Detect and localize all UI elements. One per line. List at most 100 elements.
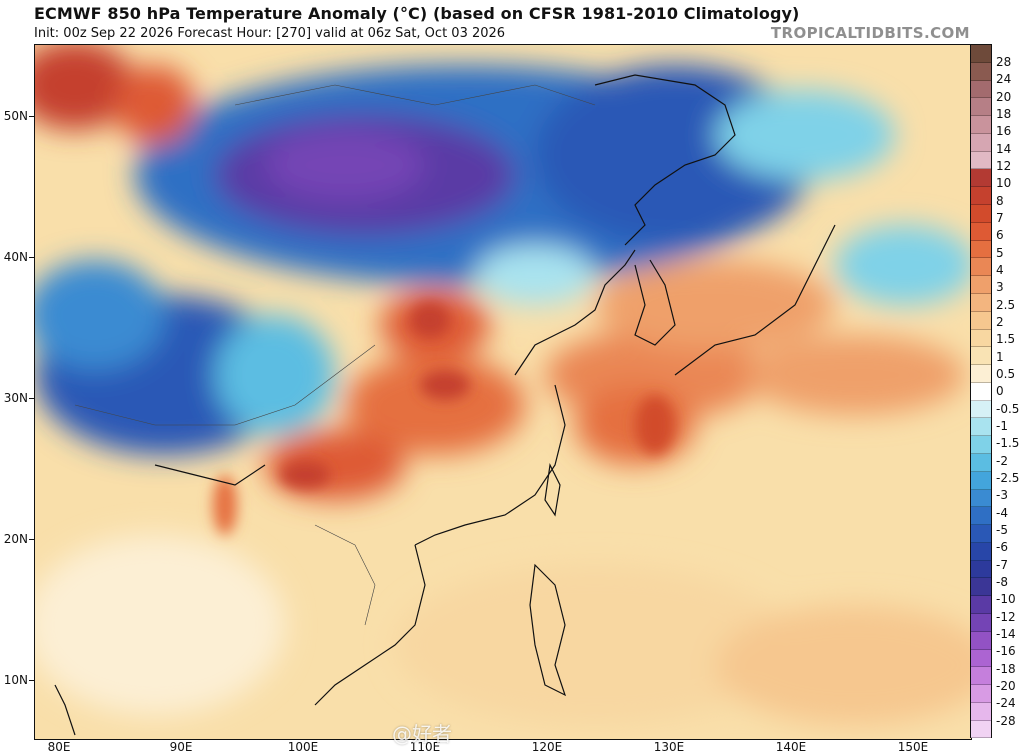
colorbar-tick-label: 1 (996, 349, 1004, 364)
warm-corner (35, 45, 135, 130)
colorbar-tick-label: -20 (996, 679, 1016, 693)
colorbar-swatch (971, 649, 991, 668)
colorbar-swatch (971, 525, 991, 543)
colorbar-tick-label: 10 (996, 176, 1012, 191)
coastline-indochina (314, 544, 426, 706)
colorbar-swatch (971, 205, 991, 223)
colorbar-tick-label: 3 (996, 280, 1004, 295)
lon-label-130e: 130E (653, 740, 685, 754)
colorbar-swatch (971, 98, 991, 117)
colorbar-tick-label: 16 (996, 124, 1012, 139)
colorbar-tick-label: 14 (996, 141, 1012, 156)
coastline-outlines (54, 74, 836, 736)
warm-region (715, 605, 971, 725)
lon-label-90e: 90E (169, 740, 193, 754)
colorbar-tick-label: 0.5 (996, 367, 1016, 381)
coastline-japan (674, 224, 836, 376)
colorbar-swatch (971, 151, 991, 170)
cold-anomaly-west (35, 260, 165, 370)
colorbar-swatch (971, 720, 991, 739)
lon-label-140e: 140E (775, 740, 807, 754)
anomaly-map (34, 44, 972, 740)
colorbar-swatch (971, 382, 991, 401)
lat-label-30n: 30N (3, 391, 28, 405)
warm-peak (213, 475, 237, 535)
colorbar-swatch (971, 187, 991, 206)
map-subtitle: Init: 00z Sep 22 2026 Forecast Hour: [27… (34, 26, 506, 41)
cool-region (715, 90, 895, 180)
colorbar-swatch (971, 258, 991, 277)
coastline-bohai (514, 249, 636, 376)
colorbar-tick-label: -5 (996, 523, 1008, 537)
colorbar-tick-label: -6 (996, 540, 1008, 555)
strong-cold-core (265, 130, 425, 200)
lat-tick (29, 116, 34, 117)
coastline-srilanka (54, 684, 76, 736)
colorbar-tick-label: -7 (996, 557, 1008, 572)
colorbar-tick-label: 18 (996, 107, 1012, 121)
cool-region (215, 315, 335, 435)
warm-region (395, 565, 795, 725)
colorbar-swatch (971, 240, 991, 259)
colorbar-swatch (971, 311, 991, 330)
colorbar-swatch (971, 560, 991, 579)
colorbar-tick-label: 12 (996, 159, 1012, 173)
warm-core (265, 430, 405, 500)
lat-label-50n: 50N (3, 109, 28, 123)
warm-corner (115, 65, 195, 145)
colorbar-swatch (971, 542, 991, 561)
lon-label-110e: 110E (409, 740, 441, 754)
colorbar-tick-label: -16 (996, 644, 1016, 659)
lon-label-120e: 120E (531, 740, 563, 754)
lon-label-100e: 100E (287, 740, 319, 754)
lon-label-150e: 150E (897, 740, 929, 754)
colorbar-tick-label: -24 (996, 696, 1016, 711)
colorbar-swatch (971, 507, 991, 526)
colorbar-tick-label: 5 (996, 245, 1004, 260)
colorbar-swatch (971, 276, 991, 294)
colorbar-swatch (971, 116, 991, 134)
colorbar-swatch (971, 685, 991, 703)
border-mongolia (234, 84, 596, 106)
colorbar-tick-label: 6 (996, 228, 1004, 243)
colorbar-swatch (971, 45, 991, 63)
colorbar-tick-label: 2 (996, 315, 1004, 329)
lat-label-10n: 10N (3, 673, 28, 687)
colorbar-swatch (971, 329, 991, 348)
warm-band (595, 260, 835, 350)
border-laos (314, 524, 376, 626)
cool-region (835, 225, 971, 305)
colorbar-swatch (971, 133, 991, 152)
colorbar-swatch (971, 365, 991, 383)
warm-peak (410, 302, 450, 338)
coastline-philippines (529, 563, 567, 697)
colorbar-tick-label: -1.5 (996, 436, 1020, 451)
warm-band (745, 335, 965, 415)
colorbar-swatch (971, 631, 991, 650)
colorbar-swatch (971, 596, 991, 614)
coastline-china-east (414, 384, 566, 546)
warm-peak (635, 395, 675, 455)
colorbar-swatch (971, 80, 991, 99)
colorbar-tick-label: 7 (996, 211, 1004, 225)
cool-region (475, 245, 595, 305)
colorbar-swatch (971, 347, 991, 366)
colorbar-tick-label: 1.5 (996, 332, 1016, 347)
anomaly-field-svg (35, 45, 971, 739)
colorbar-swatch (971, 453, 991, 472)
map-title: ECMWF 850 hPa Temperature Anomaly (°C) (… (34, 4, 800, 23)
lat-tick (29, 257, 34, 258)
colorbar-tick-label: -2.5 (996, 471, 1020, 485)
colorbar-tick-label: -2 (996, 453, 1008, 468)
warm-peak (280, 461, 330, 489)
colorbar-swatch (971, 667, 991, 686)
brand-logo-text[interactable]: TROPICALTIDBITS.COM (770, 24, 970, 42)
internal-border-lines (74, 84, 596, 626)
lat-tick (29, 680, 34, 681)
colorbar-swatch (971, 400, 991, 419)
lon-label-80e: 80E (47, 740, 71, 754)
colorbar-tick-label: -28 (996, 713, 1016, 728)
lat-tick (29, 539, 34, 540)
coastline-korea (634, 259, 676, 346)
colorbar-swatch (971, 222, 991, 241)
